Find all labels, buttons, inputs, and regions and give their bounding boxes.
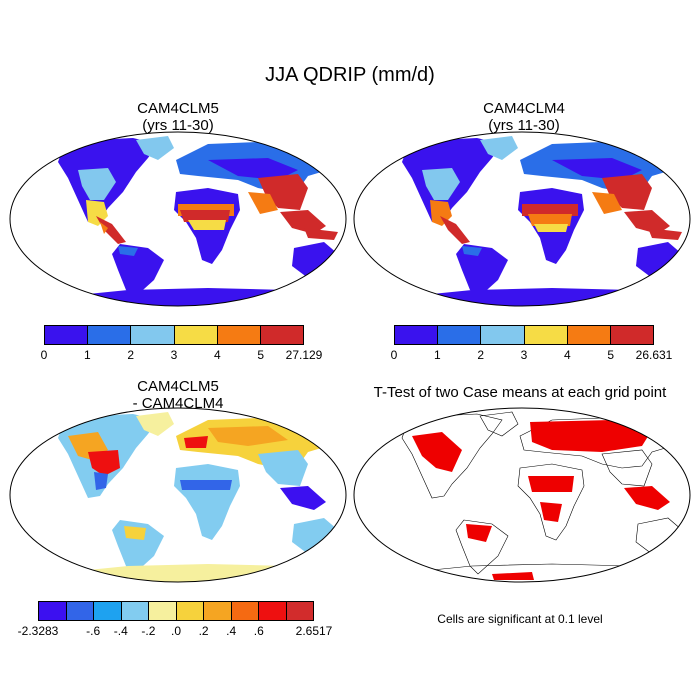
colorbar-tick-label: 27.129 xyxy=(285,348,323,362)
colorbar-tick-label: .6 xyxy=(253,624,264,638)
colorbar-tick-label: 5 xyxy=(257,348,264,362)
panel-2-title-line2: (yrs 11-30) xyxy=(488,117,560,134)
panel-1-title-line1: CAM4CLM5 xyxy=(137,100,219,117)
colorbar-tick-label: 0 xyxy=(40,348,48,362)
colorbar-swatch xyxy=(231,602,259,620)
map-cam4clm4 xyxy=(353,131,691,307)
panel-2-title: CAM4CLM4 (yrs 11-30) xyxy=(384,100,664,134)
colorbar-tick-label: -.4 xyxy=(113,624,128,638)
panel-3-title: CAM4CLM5 - CAM4CLM4 xyxy=(38,378,318,412)
colorbar-tick-label: 0 xyxy=(390,348,398,362)
colorbar-tick-label: 1 xyxy=(83,348,91,362)
colorbar-tick-label: .2 xyxy=(198,624,209,638)
colorbar-tick-label: 2 xyxy=(127,348,134,362)
colorbar-swatch xyxy=(174,326,218,344)
colorbar-swatch xyxy=(567,326,611,344)
map-difference xyxy=(9,407,347,583)
colorbar-cam4clm4-labels: 0 1 2 3 4 5 26.631 xyxy=(390,348,673,364)
colorbar-tick-label: 4 xyxy=(563,348,571,362)
colorbar-swatch xyxy=(94,602,122,620)
figure-title: JJA QDRIP (mm/d) xyxy=(265,64,435,86)
colorbar-swatch xyxy=(45,326,89,344)
colorbar-swatch xyxy=(88,326,132,344)
colorbar-cam4clm4 xyxy=(394,325,654,345)
colorbar-swatch xyxy=(204,602,232,620)
significance-note: Cells are significant at 0.1 level xyxy=(437,612,603,626)
colorbar-difference xyxy=(38,601,314,621)
colorbar-swatch xyxy=(66,602,94,620)
panel-4-title: T-Test of two Case means at each grid po… xyxy=(350,384,690,401)
colorbar-tick-label: -.6 xyxy=(86,624,101,638)
colorbar-swatch xyxy=(149,602,177,620)
colorbar-swatch xyxy=(286,602,313,620)
colorbar-tick-label: .4 xyxy=(226,624,237,638)
colorbar-cam4clm5-labels: 0 1 2 3 4 5 27.129 xyxy=(40,348,323,364)
colorbar-swatch xyxy=(121,602,149,620)
colorbar-tick-label: 4 xyxy=(213,348,221,362)
colorbar-tick-label: 2 xyxy=(477,348,484,362)
colorbar-difference-labels: -2.3283 -.6 -.4 -.2 .0 .2 .4 .6 2.6517 xyxy=(18,624,333,640)
colorbar-swatch xyxy=(260,326,304,344)
colorbar-swatch xyxy=(481,326,525,344)
panel-2-title-line1: CAM4CLM4 xyxy=(483,100,565,117)
colorbar-swatch xyxy=(395,326,439,344)
colorbar-cam4clm5 xyxy=(44,325,304,345)
colorbar-swatch xyxy=(438,326,482,344)
panel-1-title: CAM4CLM5 (yrs 11-30) xyxy=(38,100,318,134)
colorbar-swatch xyxy=(217,326,261,344)
colorbar-tick-label: -2.3283 xyxy=(17,624,59,638)
colorbar-tick-label: -.2 xyxy=(141,624,156,638)
colorbar-swatch xyxy=(131,326,175,344)
colorbar-swatch xyxy=(610,326,654,344)
colorbar-swatch xyxy=(39,602,67,620)
panel-4-title-line1: T-Test of two Case means at each grid po… xyxy=(373,384,667,401)
panel-1-title-line2: (yrs 11-30) xyxy=(142,117,214,134)
map-ttest xyxy=(353,407,691,583)
colorbar-tick-label: 5 xyxy=(607,348,614,362)
colorbar-swatch xyxy=(259,602,287,620)
colorbar-swatch xyxy=(176,602,204,620)
colorbar-tick-label: .0 xyxy=(170,624,182,638)
colorbar-tick-label: 3 xyxy=(520,348,528,362)
colorbar-tick-label: 2.6517 xyxy=(295,624,333,638)
colorbar-tick-label: 3 xyxy=(170,348,178,362)
panel-3-title-line1: CAM4CLM5 xyxy=(137,378,219,395)
colorbar-tick-label: 26.631 xyxy=(635,348,673,362)
map-cam4clm5 xyxy=(9,131,347,307)
colorbar-tick-label: 1 xyxy=(433,348,441,362)
colorbar-swatch xyxy=(524,326,568,344)
panel-3-title-line2: - CAM4CLM4 xyxy=(132,395,224,412)
